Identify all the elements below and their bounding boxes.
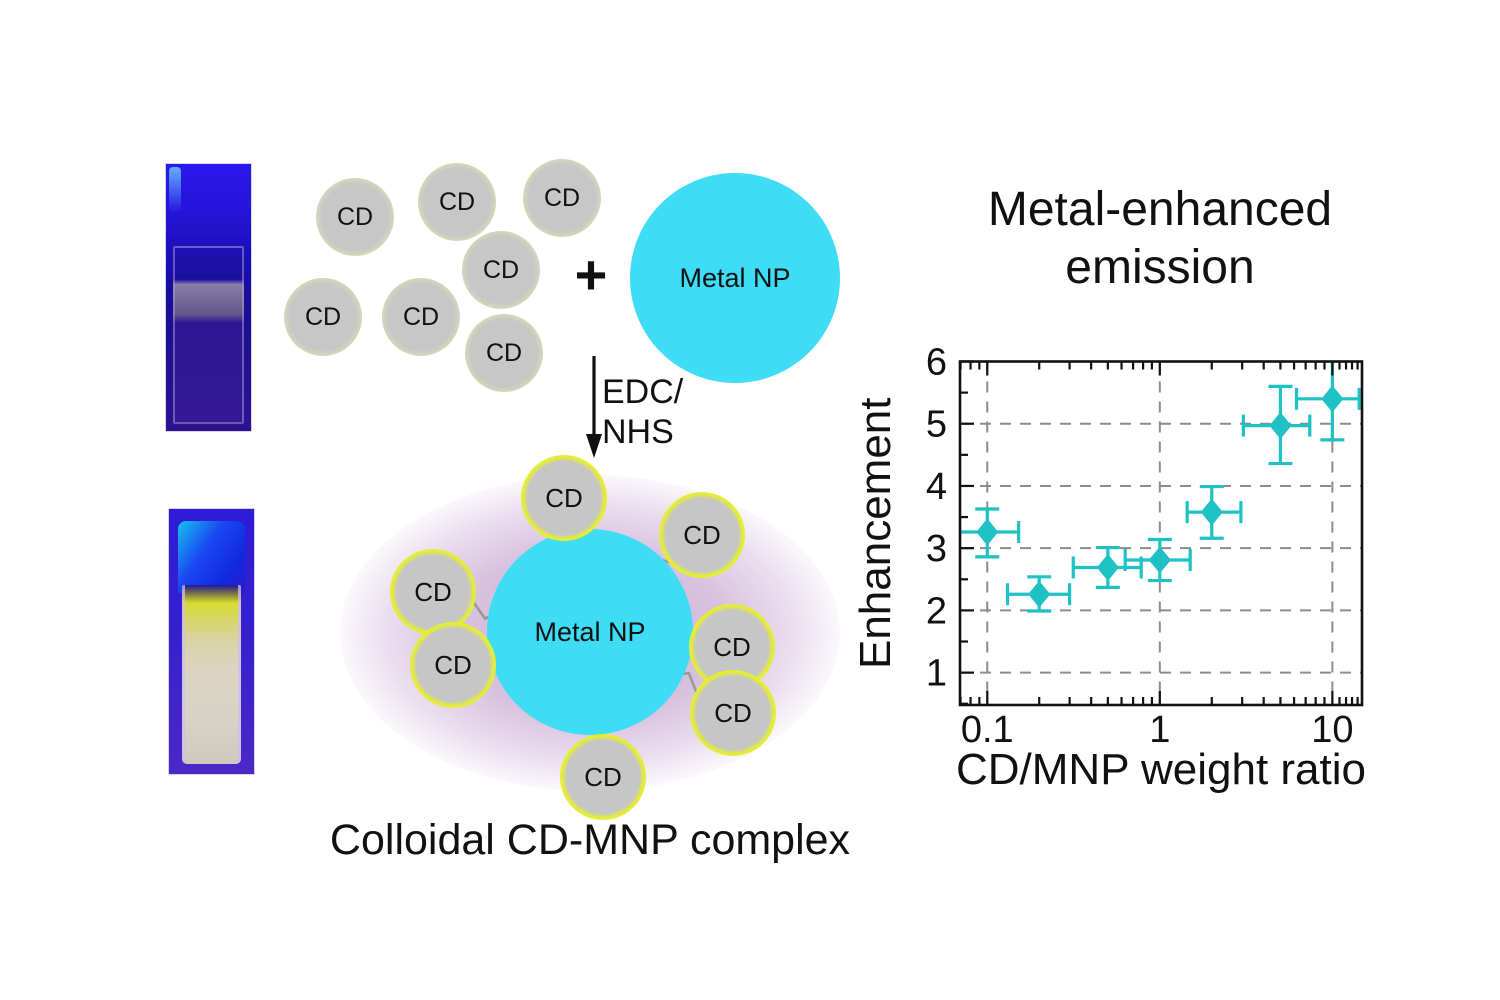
gridlines <box>960 361 1362 705</box>
cd-label: CD <box>402 302 440 331</box>
free-cd-particle: CD <box>462 231 540 309</box>
cd-label: CD <box>438 187 476 216</box>
metal-np-label: Metal NP <box>534 616 646 647</box>
cd-label: CD <box>713 631 751 662</box>
y-tick-label: 6 <box>926 342 947 384</box>
free-cd-particle: CD <box>316 178 394 256</box>
cd-label: CD <box>584 761 622 792</box>
chart-title-line2: emission <box>1065 240 1255 294</box>
photo-cd-solution-under-uv <box>165 163 252 432</box>
y-axis-label: Enhancement <box>851 397 900 669</box>
photo-highlight <box>169 167 181 213</box>
cd-label: CD <box>545 482 583 513</box>
data-point <box>1200 498 1223 526</box>
axis-ticks <box>959 360 1359 705</box>
cuvette-fluorescent-liquid <box>182 585 241 764</box>
cuvette-cap <box>178 521 245 593</box>
cd-label: CD <box>485 338 523 367</box>
free-cd-particle: CD <box>465 314 543 392</box>
cd-label: CD <box>434 649 472 680</box>
reagent-line1: EDC/ <box>602 373 684 411</box>
reaction-arrow <box>586 356 602 458</box>
metal-np-label: Metal NP <box>679 262 791 293</box>
data-point <box>1269 412 1292 440</box>
cd-label: CD <box>683 519 721 550</box>
free-cd-particle: CD <box>418 163 496 241</box>
bound-cd-particle: CD <box>659 492 745 578</box>
metal-np-circle: Metal NP <box>630 173 840 383</box>
free-cd-particle: CD <box>284 278 362 356</box>
plot-frame <box>958 360 1364 707</box>
cd-label: CD <box>336 202 374 231</box>
bound-cd-particle: CD <box>560 734 646 820</box>
x-tick-label: 1 <box>1149 709 1170 751</box>
y-tick-label: 4 <box>926 466 947 508</box>
data-point <box>1028 580 1051 608</box>
y-tick-label: 3 <box>926 528 947 570</box>
cd-label: CD <box>543 183 581 212</box>
data-point <box>1096 553 1119 581</box>
metal-np-circle-complex: Metal NP <box>487 529 693 735</box>
reagent-line2: NHS <box>602 413 674 452</box>
cuvette-glass <box>173 246 244 424</box>
data-point <box>1321 385 1344 413</box>
cd-label: CD <box>304 302 342 331</box>
data-point <box>1148 546 1171 574</box>
chart-title: Metal-enhanced emission <box>900 181 1420 296</box>
bound-cd-particle: CD <box>410 622 496 708</box>
plus-sign: + <box>574 242 608 306</box>
free-cd-particle: CD <box>382 278 460 356</box>
cd-label: CD <box>482 255 520 284</box>
x-tick-label: 0.1 <box>961 709 1014 751</box>
y-tick-label: 1 <box>926 653 947 695</box>
x-axis-label: CD/MNP weight ratio <box>956 745 1366 794</box>
y-tick-label: 5 <box>926 404 947 446</box>
reagent-label: EDC/ NHS <box>602 372 683 452</box>
bound-cd-particle: CD <box>521 455 607 541</box>
chart-title-line1: Metal-enhanced <box>987 183 1333 236</box>
cd-label: CD <box>714 697 752 728</box>
x-tick-label: 10 <box>1311 709 1353 751</box>
bound-cd-particle: CD <box>390 549 476 635</box>
data-point <box>976 518 999 546</box>
data-series <box>960 361 1361 613</box>
cd-label: CD <box>414 576 452 607</box>
free-cd-particle: CD <box>523 159 601 237</box>
photo-complex-solution-under-uv <box>168 508 255 775</box>
y-tick-label: 2 <box>926 590 947 632</box>
scheme-caption: Colloidal CD-MNP complex <box>329 816 851 864</box>
bound-cd-particle: CD <box>690 670 776 756</box>
